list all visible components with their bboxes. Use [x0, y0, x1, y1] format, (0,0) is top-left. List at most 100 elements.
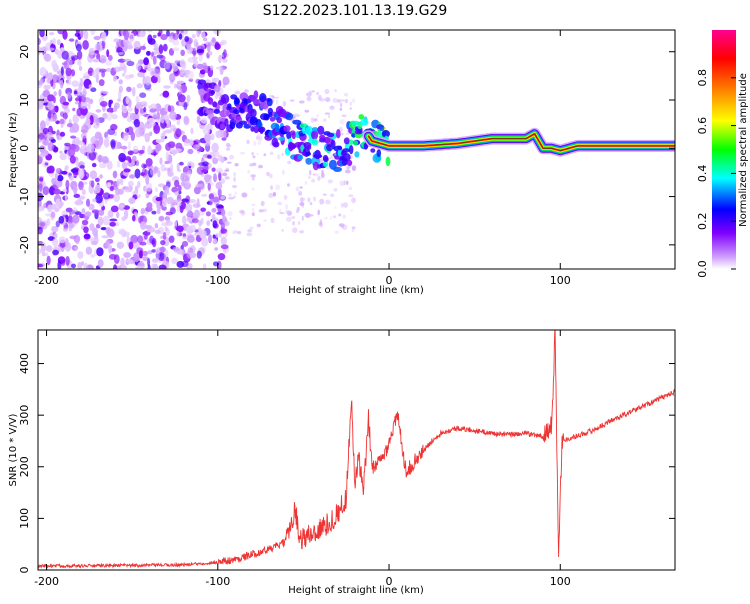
noise-blob: [212, 234, 216, 239]
noise-blob: [70, 135, 77, 139]
noise-blob: [64, 194, 68, 201]
noise-blob: [158, 30, 163, 35]
ridge-blob: [333, 166, 342, 172]
noise-blob: [222, 58, 228, 63]
noise-blob: [334, 230, 340, 234]
noise-blob: [237, 231, 242, 235]
noise-blob: [217, 187, 222, 198]
noise-blob: [54, 172, 59, 181]
noise-blob: [62, 101, 70, 106]
noise-blob: [299, 186, 303, 189]
noise-blob: [91, 162, 97, 168]
ridge-blob: [224, 118, 229, 127]
noise-blob: [210, 133, 215, 141]
noise-blob: [129, 174, 136, 179]
ridge-blob: [341, 148, 351, 153]
noise-blob: [113, 104, 118, 112]
ridge-blob: [257, 121, 263, 129]
noise-blob: [187, 161, 194, 167]
noise-blob: [43, 202, 47, 209]
noise-blob: [162, 43, 168, 52]
noise-blob: [76, 50, 83, 60]
noise-blob: [68, 222, 73, 232]
noise-blob: [351, 228, 355, 233]
noise-blob: [151, 51, 154, 57]
noise-blob: [118, 228, 126, 235]
noise-blob: [334, 206, 337, 209]
noise-blob: [184, 138, 191, 144]
colorbar: 0.0 0.2 0.4 0.6 0.8 Normalized spectral ampl…: [696, 30, 749, 278]
noise-blob: [80, 101, 88, 109]
noise-blob: [224, 169, 230, 172]
noise-blob: [78, 168, 85, 177]
ridge-blob: [259, 102, 269, 110]
noise-blob: [143, 106, 147, 113]
ridge-blob: [379, 124, 385, 132]
ridge-blob: [253, 125, 260, 133]
noise-blob: [144, 132, 151, 143]
noise-blob: [75, 236, 80, 245]
noise-blob: [98, 162, 107, 169]
noise-blob: [157, 183, 166, 188]
noise-blob: [320, 172, 325, 179]
ridge-blob: [351, 133, 356, 138]
noise-blob: [252, 162, 257, 167]
noise-blob: [123, 252, 131, 258]
noise-blob: [82, 87, 87, 98]
noise-blob: [38, 97, 44, 107]
noise-blob: [75, 43, 82, 52]
noise-blob: [113, 75, 117, 82]
noise-blob: [176, 162, 180, 172]
noise-blob: [128, 241, 134, 250]
noise-blob: [202, 161, 209, 167]
noise-blob: [174, 60, 182, 64]
noise-blob: [150, 103, 157, 110]
ridge-blob: [350, 120, 360, 125]
noise-blob: [244, 89, 249, 93]
noise-blob: [135, 95, 140, 103]
noise-blob: [55, 179, 63, 188]
noise-blob: [83, 262, 89, 269]
noise-blob: [107, 209, 114, 218]
noise-blob: [179, 59, 185, 68]
noise-blob: [94, 50, 99, 54]
noise-blob: [137, 261, 145, 269]
noise-blob: [201, 237, 209, 247]
noise-blob: [268, 192, 274, 198]
noise-blob: [91, 209, 100, 214]
noise-blob: [186, 46, 193, 55]
noise-blob: [95, 118, 100, 126]
noise-blob: [168, 235, 175, 243]
noise-blob: [332, 215, 337, 219]
noise-blob: [165, 220, 173, 226]
noise-blob: [116, 46, 123, 53]
noise-blob: [196, 166, 205, 175]
noise-blob: [325, 199, 331, 205]
noise-blob: [74, 101, 79, 105]
noise-blob: [82, 40, 89, 50]
noise-blob: [222, 76, 230, 86]
noise-blob: [46, 255, 51, 266]
noise-blob: [341, 114, 347, 118]
noise-blob: [142, 250, 148, 257]
noise-blob: [340, 202, 344, 208]
ridge-blob: [285, 112, 294, 121]
noise-blob: [58, 80, 62, 85]
noise-blob: [100, 227, 107, 231]
noise-blob: [39, 78, 44, 86]
noise-blob: [158, 264, 167, 269]
ridge-blob: [239, 120, 248, 125]
noise-blob: [96, 247, 104, 257]
noise-blob: [38, 45, 42, 55]
noise-blob: [185, 213, 194, 217]
colorbar-tick-label: 0.0: [696, 260, 709, 278]
noise-blob: [253, 140, 257, 146]
noise-blob: [167, 141, 176, 149]
noise-blob: [251, 176, 255, 181]
colorbar-label: Normalized spectral amplitude: [738, 73, 749, 227]
noise-blob: [281, 152, 284, 157]
noise-blob: [39, 153, 47, 158]
noise-blob: [211, 142, 219, 153]
noise-blob: [111, 114, 118, 120]
